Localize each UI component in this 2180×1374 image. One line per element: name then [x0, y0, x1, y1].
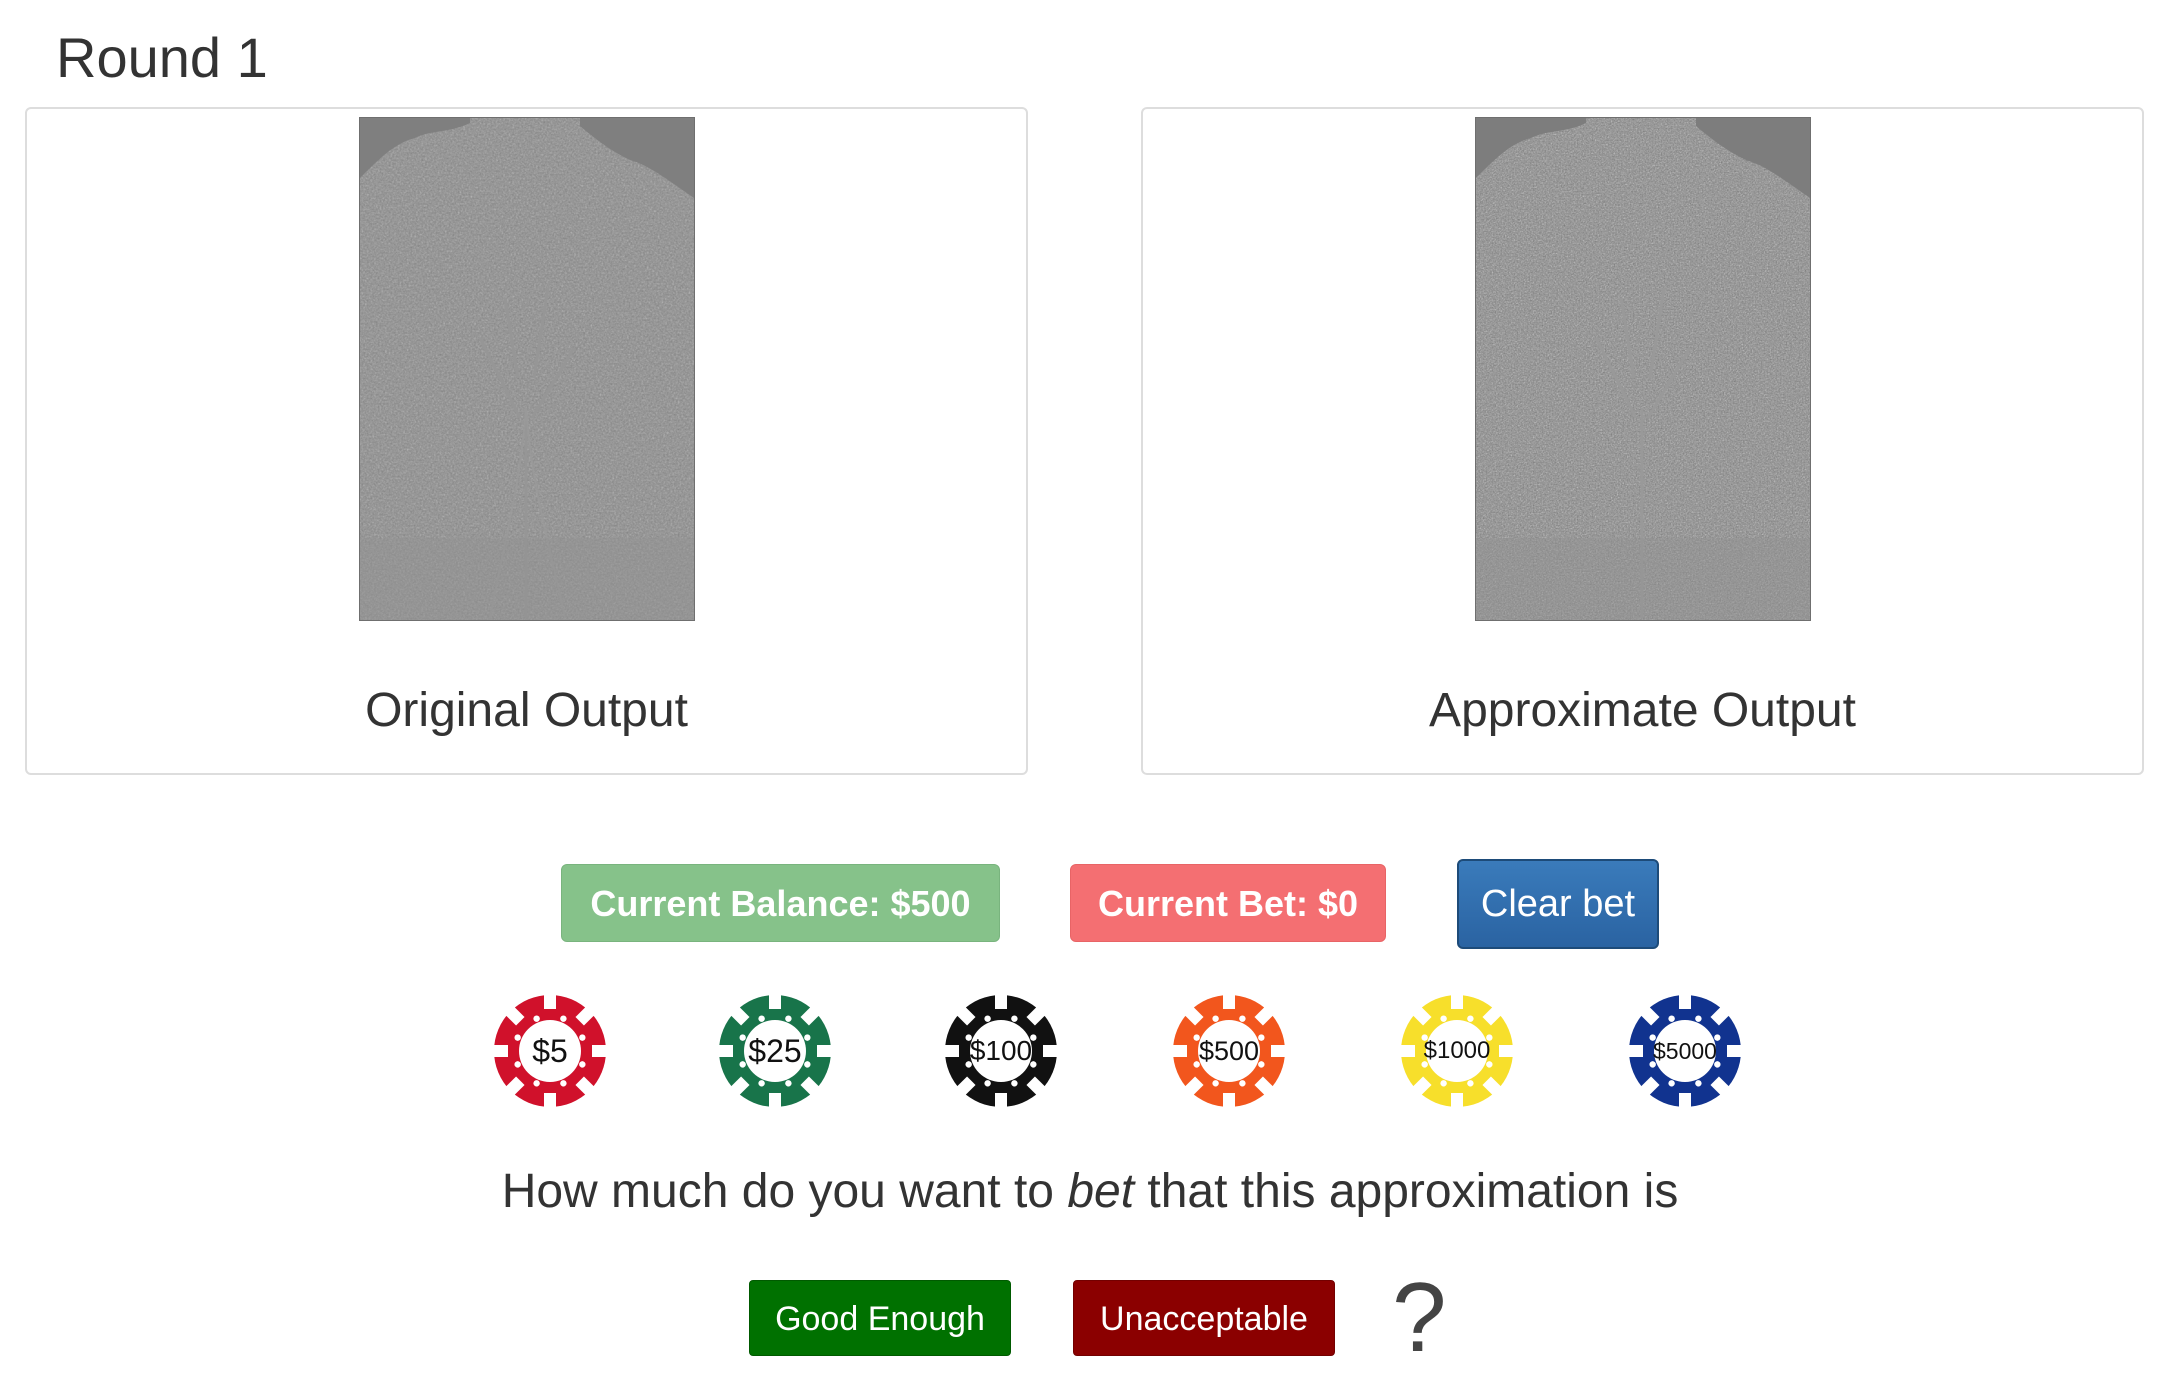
chip-label: $5000 [1653, 1038, 1717, 1064]
chip-100-button[interactable]: $100 [944, 994, 1058, 1108]
chip-label: $25 [748, 1033, 802, 1069]
embossed-tree-image [1476, 118, 1810, 620]
approximate-output-panel: Approximate Output [1141, 107, 2144, 775]
bet-question: How much do you want to bet that this ap… [0, 1160, 2180, 1224]
original-output-image [360, 118, 694, 620]
poker-chip-icon [944, 994, 1058, 1108]
poker-chip-icon [718, 994, 832, 1108]
poker-chip-icon [493, 994, 607, 1108]
chip-label: $1000 [1423, 1037, 1491, 1064]
current-balance-badge: Current Balance: $500 [561, 864, 1000, 942]
chip-label: $5 [532, 1033, 568, 1069]
approximate-output-caption: Approximate Output [1429, 684, 1856, 737]
unacceptable-button[interactable]: Unacceptable [1073, 1280, 1335, 1356]
poker-chip-icon [1172, 994, 1286, 1108]
original-output-panel: Original Output [25, 107, 1028, 775]
chip-label: $500 [1198, 1036, 1260, 1066]
poker-chip-icon [1628, 994, 1742, 1108]
chip-25-button[interactable]: $25 [718, 994, 832, 1108]
good-enough-button[interactable]: Good Enough [749, 1280, 1011, 1356]
original-output-caption: Original Output [365, 684, 688, 737]
poker-chip-icon [1400, 994, 1514, 1108]
question-suffix: that this approximation is [1134, 1165, 1679, 1218]
approximate-output-image [1476, 118, 1810, 620]
chip-5000-button[interactable]: $5000 [1628, 994, 1742, 1108]
current-bet-badge: Current Bet: $0 [1070, 864, 1386, 942]
chip-5-button[interactable]: $5 [493, 994, 607, 1108]
round-title: Round 1 [56, 26, 268, 89]
question-prefix: How much do you want to [501, 1165, 1068, 1218]
embossed-tree-image [360, 118, 694, 620]
chip-label: $100 [969, 1035, 1033, 1066]
question-emphasis: bet [1067, 1165, 1135, 1218]
chip-500-button[interactable]: $500 [1172, 994, 1286, 1108]
question-mark-icon: ? [1392, 1262, 1447, 1372]
clear-bet-button[interactable]: Clear bet [1457, 859, 1659, 949]
chip-1000-button[interactable]: $1000 [1400, 994, 1514, 1108]
